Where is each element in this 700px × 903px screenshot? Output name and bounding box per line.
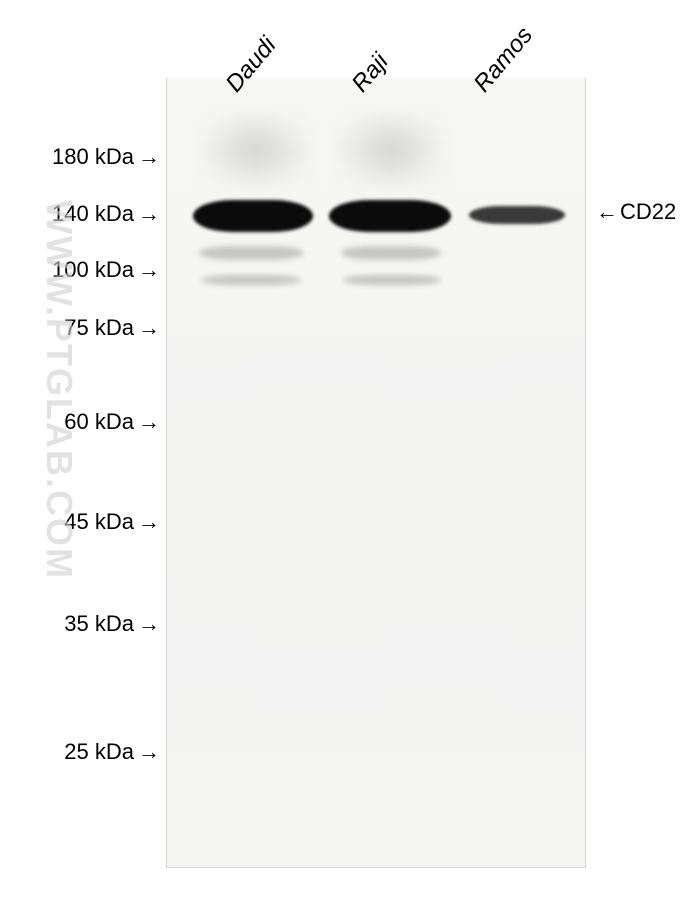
arrow-right-icon: →: [138, 144, 160, 170]
arrow-right-icon: →: [138, 739, 160, 765]
marker-label: 35 kDa: [64, 611, 134, 637]
blot-smear: [201, 110, 311, 190]
marker-label: 140 kDa: [52, 201, 134, 227]
marker-label: 100 kDa: [52, 257, 134, 283]
figure-container: DaudiRajiRamos 180 kDa→140 kDa→100 kDa→7…: [0, 0, 700, 903]
marker-label: 45 kDa: [64, 509, 134, 535]
target-label: CD22: [620, 199, 676, 225]
blot-band-faint: [343, 275, 441, 285]
arrow-right-icon: →: [138, 257, 160, 283]
marker-label: 180 kDa: [52, 144, 134, 170]
blot-band-faint: [199, 246, 304, 260]
blot-band: [193, 200, 313, 232]
target-arrow: ←: [596, 199, 618, 225]
blot-band: [469, 206, 565, 224]
arrow-right-icon: →: [138, 509, 160, 535]
blot-smear: [336, 110, 446, 190]
blot-band: [329, 200, 451, 232]
arrow-right-icon: →: [138, 315, 160, 341]
arrow-right-icon: →: [138, 201, 160, 227]
blot-band-faint: [341, 246, 441, 260]
arrow-right-icon: →: [138, 409, 160, 435]
blot-membrane: [166, 78, 586, 868]
blot-band-faint: [201, 275, 301, 285]
marker-label: 25 kDa: [64, 739, 134, 765]
marker-label: 75 kDa: [64, 315, 134, 341]
marker-label: 60 kDa: [64, 409, 134, 435]
arrow-right-icon: →: [138, 611, 160, 637]
